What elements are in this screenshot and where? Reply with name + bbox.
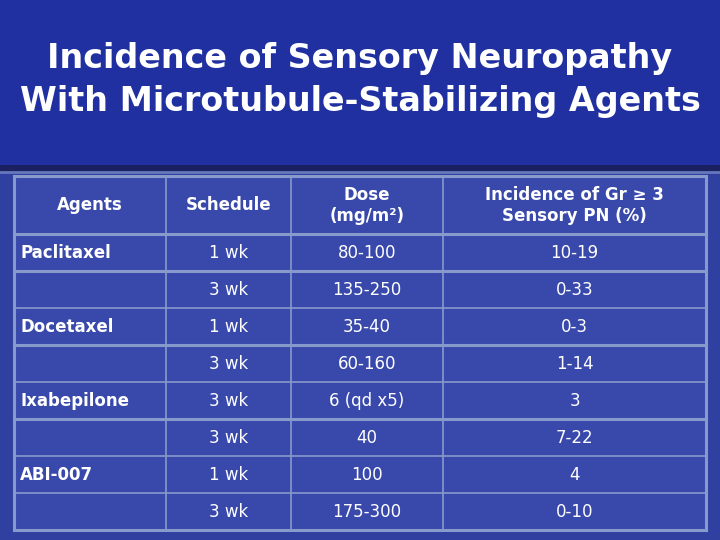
Text: Docetaxel: Docetaxel (20, 318, 113, 336)
Text: 0-33: 0-33 (556, 281, 593, 299)
Text: 3 wk: 3 wk (209, 355, 248, 373)
Text: Incidence of Sensory Neuropathy
With Microtubule-Stabilizing Agents: Incidence of Sensory Neuropathy With Mic… (19, 43, 701, 118)
Text: 1 wk: 1 wk (209, 318, 248, 336)
Text: 0-3: 0-3 (561, 318, 588, 336)
Text: Incidence of Gr ≥ 3
Sensory PN (%): Incidence of Gr ≥ 3 Sensory PN (%) (485, 186, 664, 225)
Text: 3 wk: 3 wk (209, 503, 248, 521)
Text: 3 wk: 3 wk (209, 429, 248, 447)
Text: 7-22: 7-22 (556, 429, 593, 447)
Text: Dose
(mg/m²): Dose (mg/m²) (330, 186, 405, 225)
Text: ABI-007: ABI-007 (20, 465, 93, 484)
Text: 80-100: 80-100 (338, 244, 396, 262)
Text: 1 wk: 1 wk (209, 244, 248, 262)
Text: 3 wk: 3 wk (209, 392, 248, 410)
Text: 175-300: 175-300 (333, 503, 402, 521)
Text: 35-40: 35-40 (343, 318, 391, 336)
Bar (14, 176, 706, 530)
Text: Ixabepilone: Ixabepilone (20, 392, 129, 410)
Text: 4: 4 (570, 465, 580, 484)
Text: 0-10: 0-10 (556, 503, 593, 521)
Bar (0, 0, 720, 168)
Text: 3: 3 (570, 392, 580, 410)
Text: 100: 100 (351, 465, 383, 484)
Text: Agents: Agents (58, 196, 123, 214)
Text: 10-19: 10-19 (551, 244, 598, 262)
Text: 60-160: 60-160 (338, 355, 396, 373)
Text: Paclitaxel: Paclitaxel (20, 244, 111, 262)
Text: 135-250: 135-250 (333, 281, 402, 299)
Text: 1 wk: 1 wk (209, 465, 248, 484)
Text: Schedule: Schedule (186, 196, 271, 214)
Text: 40: 40 (356, 429, 377, 447)
Text: 1-14: 1-14 (556, 355, 593, 373)
Text: 3 wk: 3 wk (209, 281, 248, 299)
Text: 6 (qd x5): 6 (qd x5) (329, 392, 405, 410)
